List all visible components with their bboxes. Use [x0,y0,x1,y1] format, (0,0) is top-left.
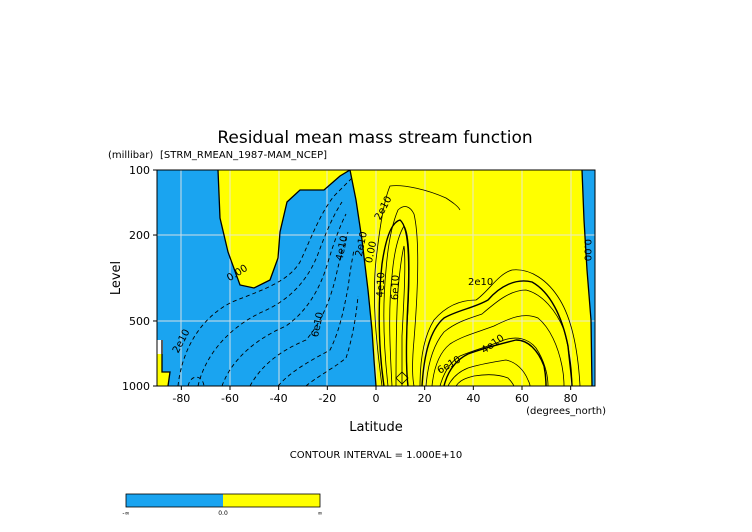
positive-contour [431,315,565,386]
labelled-contours [378,219,573,386]
plot-area [157,170,595,386]
contour-label: 2e10 [354,231,370,258]
colorbar-label-zero: 0.0 [218,510,228,517]
colorbar-label-min: -∞ [122,510,129,517]
positive-contour [439,337,549,386]
zero-contour [217,170,351,289]
labelled-contour [443,339,547,386]
negative-contours [177,177,359,386]
positive-contour [374,185,461,386]
y-tick-label: 500 [129,315,150,328]
zero-contours [161,170,593,386]
x-tick-label: -60 [221,392,239,405]
x-tick-label: -80 [172,392,190,405]
contour-label: 0.00 [364,240,379,264]
y-units-label: (millibar) [108,150,153,161]
negative-contour [305,295,359,386]
x-tick-label: 40 [466,392,480,405]
y-axis-label: Level [109,261,124,295]
colorbar-frame [125,493,321,508]
x-tick-label: -20 [318,392,336,405]
x-tick-label: 20 [418,392,432,405]
zero-contour [349,170,377,386]
contour-interval-text: CONTOUR INTERVAL = 1.000E+10 [290,450,462,461]
negative-region-fill [157,170,376,386]
x-axis: -80 -60 -40 -20 0 20 40 60 80 [172,386,578,405]
labelled-contour [378,219,410,386]
negative-contour [277,249,355,386]
positive-contour [395,245,406,386]
x-tick-label: 80 [564,392,578,405]
contour-label: 4e10 [334,235,350,262]
x-tick-label: 60 [515,392,529,405]
chart-title: Residual mean mass stream function [217,128,532,148]
x-tick-label: 0 [373,392,380,405]
contour-label: 0.00 [582,239,593,261]
labelled-contour [421,280,573,386]
positive-contour [455,374,515,386]
negative-contour [177,177,353,386]
x-axis-label: Latitude [349,420,403,435]
contour-label: 6e10 [390,275,402,301]
zero-contour [581,170,593,386]
grid [157,170,595,386]
zero-contour [161,340,171,386]
colorbar-positive [223,494,320,507]
dataset-label: [STRM_RMEAN_1987-MAM_NCEP] [160,150,327,161]
y-tick-label: 200 [129,229,150,242]
positive-contour [447,359,531,386]
negative-contour [249,231,349,386]
contour-label: 4e10 [375,272,387,298]
positive-contour [395,371,409,385]
colorbar-negative [126,494,223,507]
positive-contour [419,269,581,386]
contour-label: 6e10 [310,311,326,338]
y-axis: 100 200 500 1000 [122,164,157,393]
contour-label: 2e10 [468,277,493,288]
negative-contour [187,376,205,386]
positive-contour [383,206,419,386]
y-tick-label: 100 [129,164,150,177]
x-units-label: (degrees_north) [526,406,606,417]
y-tick-label: 1000 [122,380,150,393]
colorbar: -∞ 0.0 ∞ [122,493,323,517]
negative-contour [197,201,343,386]
colorbar-label-max: ∞ [318,510,323,517]
x-tick-label: -40 [270,392,288,405]
missing-data-patch [157,340,163,354]
